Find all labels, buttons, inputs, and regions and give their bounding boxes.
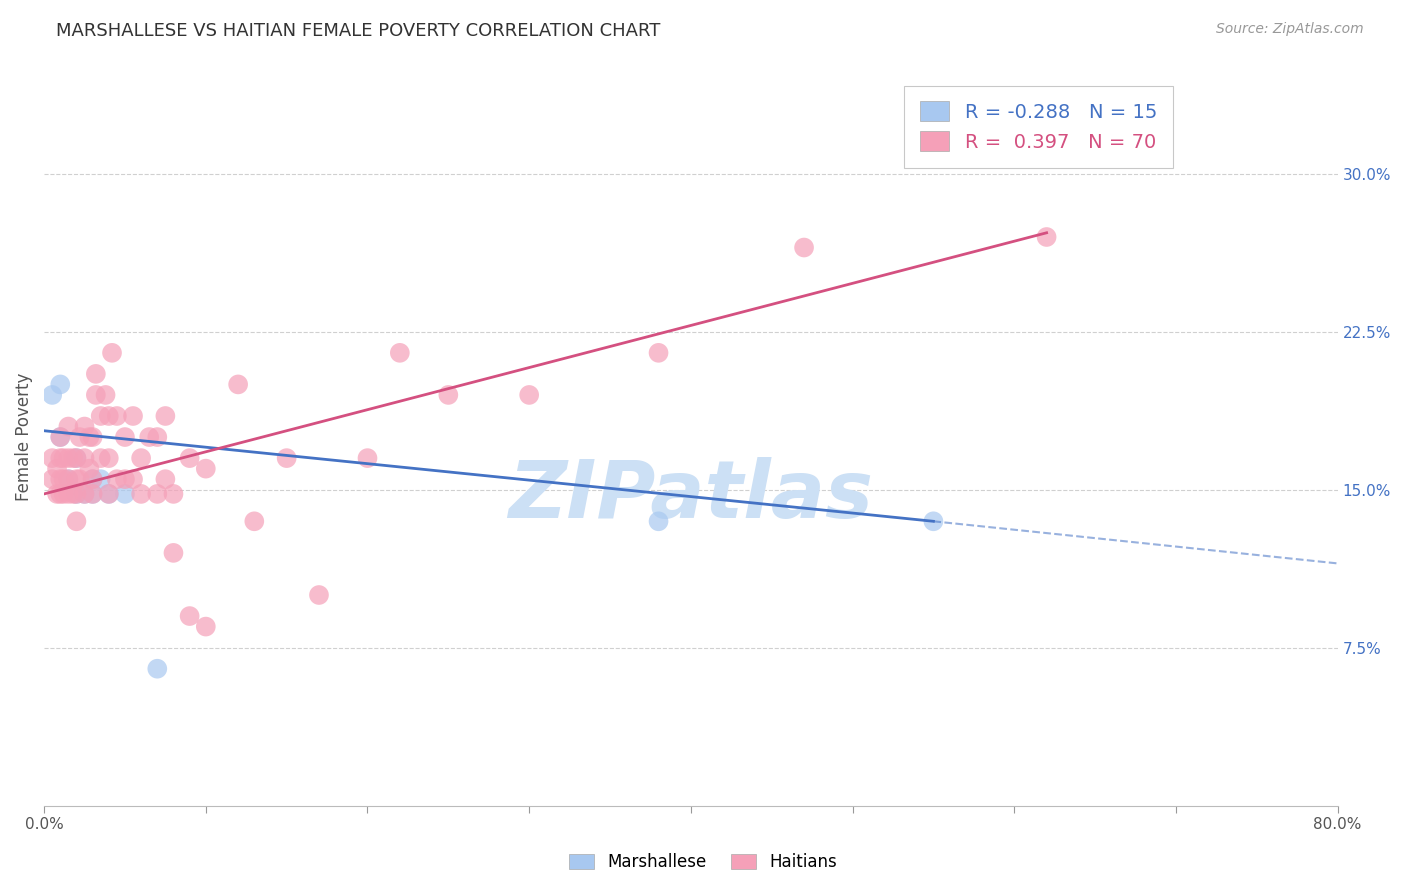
Point (162, 487, 184, 501)
Point (138, 430, 160, 444)
Point (90, 409, 112, 423)
Point (146, 487, 169, 501)
Point (97, 409, 120, 423)
Point (226, 377, 249, 392)
Point (52, 487, 75, 501)
Point (73, 451, 96, 466)
Point (52, 451, 75, 466)
Point (52, 472, 75, 486)
Point (122, 409, 145, 423)
Text: Source: ZipAtlas.com: Source: ZipAtlas.com (1216, 22, 1364, 37)
Point (58, 472, 80, 486)
Point (41, 388, 63, 402)
Point (58, 472, 80, 486)
Point (73, 419, 96, 434)
Point (146, 430, 169, 444)
Point (155, 409, 177, 423)
Point (49, 487, 72, 501)
Point (437, 388, 460, 402)
Point (90, 472, 112, 486)
Point (82, 472, 104, 486)
Point (65, 487, 87, 501)
Point (84, 367, 107, 381)
Point (46, 487, 69, 501)
Point (49, 430, 72, 444)
Point (194, 461, 217, 475)
Point (82, 430, 104, 444)
Point (793, 240, 815, 254)
Point (65, 514, 87, 528)
Point (105, 409, 128, 423)
Point (162, 546, 184, 560)
Point (647, 514, 669, 528)
Point (82, 487, 104, 501)
Legend: R = -0.288   N = 15, R =  0.397   N = 70: R = -0.288 N = 15, R = 0.397 N = 70 (904, 86, 1173, 168)
Y-axis label: Female Poverty: Female Poverty (15, 373, 32, 501)
Point (49, 472, 72, 486)
Point (97, 487, 120, 501)
Point (82, 472, 104, 486)
Point (647, 346, 669, 360)
Point (922, 514, 945, 528)
Point (65, 487, 87, 501)
Legend: Marshallese, Haitians: Marshallese, Haitians (561, 845, 845, 880)
Point (114, 430, 136, 444)
Point (84, 388, 107, 402)
Point (146, 662, 169, 676)
Text: MARSHALLESE VS HAITIAN FEMALE POVERTY CORRELATION CHART: MARSHALLESE VS HAITIAN FEMALE POVERTY CO… (56, 22, 661, 40)
Point (41, 451, 63, 466)
Point (49, 430, 72, 444)
Point (308, 588, 330, 602)
Point (129, 451, 152, 466)
Point (58, 451, 80, 466)
Point (69, 430, 91, 444)
Point (65, 451, 87, 466)
Point (69, 472, 91, 486)
Point (94, 388, 117, 402)
Point (62, 451, 84, 466)
Point (276, 451, 298, 466)
Point (356, 451, 378, 466)
Point (82, 487, 104, 501)
Point (517, 388, 540, 402)
Point (114, 472, 136, 486)
Point (79, 430, 101, 444)
Point (65, 472, 87, 486)
Point (1035, 230, 1057, 244)
Point (73, 487, 96, 501)
Point (179, 609, 201, 624)
Point (122, 472, 145, 486)
Point (155, 472, 177, 486)
Point (41, 472, 63, 486)
Point (388, 346, 411, 360)
Point (129, 487, 152, 501)
Point (58, 419, 80, 434)
Point (194, 619, 217, 633)
Text: ZIPatlas: ZIPatlas (509, 457, 873, 535)
Point (49, 377, 72, 392)
Point (101, 346, 124, 360)
Point (179, 451, 201, 466)
Point (58, 487, 80, 501)
Point (79, 461, 101, 475)
Point (49, 451, 72, 466)
Point (105, 472, 128, 486)
Point (97, 451, 120, 466)
Point (243, 514, 266, 528)
Point (46, 461, 69, 475)
Point (62, 487, 84, 501)
Point (114, 487, 136, 501)
Point (90, 451, 112, 466)
Point (73, 487, 96, 501)
Point (65, 451, 87, 466)
Point (97, 487, 120, 501)
